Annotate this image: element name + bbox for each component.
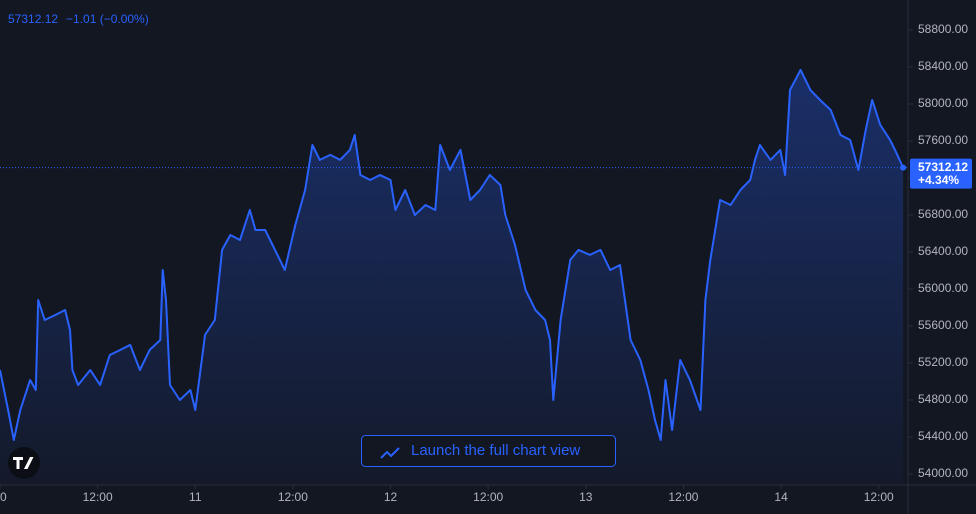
x-tick-label: 13 bbox=[579, 490, 593, 504]
y-tick-label: 56800.00 bbox=[918, 207, 968, 221]
y-tick-label: 56400.00 bbox=[918, 244, 968, 258]
x-tick-label: 12:00 bbox=[83, 490, 113, 504]
y-tick-label: 58000.00 bbox=[918, 96, 968, 110]
last-point bbox=[900, 164, 907, 171]
y-tick-label: 54800.00 bbox=[918, 392, 968, 406]
x-tick-label: 12:00 bbox=[473, 490, 503, 504]
area-fill bbox=[0, 69, 904, 485]
x-tick-label: 14 bbox=[774, 490, 788, 504]
y-tick-label: 55600.00 bbox=[918, 318, 968, 332]
x-tick-label: 12:00 bbox=[668, 490, 698, 504]
x-tick-label: 10 bbox=[0, 490, 7, 504]
plot-area bbox=[0, 68, 908, 485]
price-line bbox=[0, 68, 905, 441]
x-tick-label: 11 bbox=[189, 490, 202, 504]
y-tick-label: 54400.00 bbox=[918, 429, 968, 443]
price-tag-change: +4.34% bbox=[918, 173, 959, 187]
y-tick-label: 58400.00 bbox=[918, 59, 968, 73]
price-tag bbox=[910, 158, 972, 189]
y-tick-label: 58800.00 bbox=[918, 22, 968, 36]
y-tick-label: 54000.00 bbox=[918, 466, 968, 480]
x-tick-label: 12:00 bbox=[864, 490, 894, 504]
header-change: −1.01 (−0.00%) bbox=[66, 12, 149, 26]
logo bbox=[8, 447, 40, 479]
button-label[interactable]: Launch the full chart view bbox=[411, 442, 580, 459]
y-tick-label: 57600.00 bbox=[918, 133, 968, 147]
launch-button[interactable]: Launch the full chart view bbox=[361, 435, 616, 467]
x-tick-label: 12 bbox=[384, 490, 398, 504]
x-tick-label: 12:00 bbox=[278, 490, 308, 504]
price-tag-label: 57312.12 bbox=[918, 160, 968, 174]
y-tick-label: 56000.00 bbox=[918, 281, 968, 295]
header-price: 57312.12 bbox=[8, 12, 58, 26]
y-tick-label: 55200.00 bbox=[918, 355, 968, 369]
